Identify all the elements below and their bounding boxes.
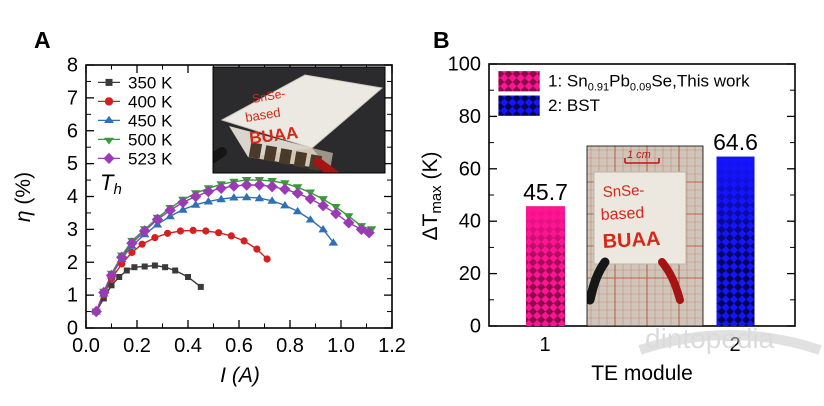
svg-text:0.8: 0.8 bbox=[276, 335, 304, 357]
svg-text:60: 60 bbox=[459, 158, 481, 180]
svg-text:500 K: 500 K bbox=[128, 131, 173, 150]
svg-text:450 K: 450 K bbox=[128, 112, 173, 131]
svg-text:7: 7 bbox=[67, 87, 78, 109]
svg-text:based: based bbox=[600, 205, 644, 224]
svg-text:0: 0 bbox=[470, 316, 481, 338]
svg-text:5: 5 bbox=[67, 153, 78, 175]
svg-text:350 K: 350 K bbox=[128, 74, 173, 93]
svg-text:BUAA: BUAA bbox=[602, 228, 661, 253]
svg-text:523 K: 523 K bbox=[128, 150, 173, 169]
svg-text:B: B bbox=[433, 27, 450, 53]
svg-text:1.2: 1.2 bbox=[378, 335, 406, 357]
svg-text:0.4: 0.4 bbox=[174, 335, 202, 357]
svg-text:400 K: 400 K bbox=[128, 93, 173, 112]
svg-text:SnSe-: SnSe- bbox=[602, 182, 645, 201]
svg-text:8: 8 bbox=[67, 55, 78, 77]
svg-text:2: 2 bbox=[67, 252, 78, 274]
svg-text:I (A): I (A) bbox=[220, 364, 260, 387]
svg-text:A: A bbox=[34, 27, 51, 53]
svg-text:η (%): η (%) bbox=[12, 172, 35, 222]
svg-text:64.6: 64.6 bbox=[713, 129, 758, 155]
svg-text:100: 100 bbox=[448, 54, 481, 76]
svg-text:4: 4 bbox=[67, 186, 78, 208]
svg-text:1: 1 bbox=[539, 334, 550, 356]
svg-text:0.0: 0.0 bbox=[72, 335, 100, 357]
svg-text:1 cm: 1 cm bbox=[627, 149, 651, 161]
svg-text:40: 40 bbox=[459, 211, 481, 233]
svg-text:1.0: 1.0 bbox=[327, 335, 355, 357]
svg-text:6: 6 bbox=[67, 120, 78, 142]
svg-text:2: BST: 2: BST bbox=[548, 96, 600, 115]
svg-text:3: 3 bbox=[67, 219, 78, 241]
svg-text:TE module: TE module bbox=[591, 362, 693, 385]
svg-text:20: 20 bbox=[459, 263, 481, 285]
svg-text:0.2: 0.2 bbox=[123, 335, 151, 357]
svg-text:80: 80 bbox=[459, 106, 481, 128]
svg-text:1: 1 bbox=[67, 285, 78, 307]
svg-text:0.6: 0.6 bbox=[225, 335, 253, 357]
svg-text:dintopedia: dintopedia bbox=[645, 323, 775, 354]
svg-text:45.7: 45.7 bbox=[523, 179, 568, 205]
